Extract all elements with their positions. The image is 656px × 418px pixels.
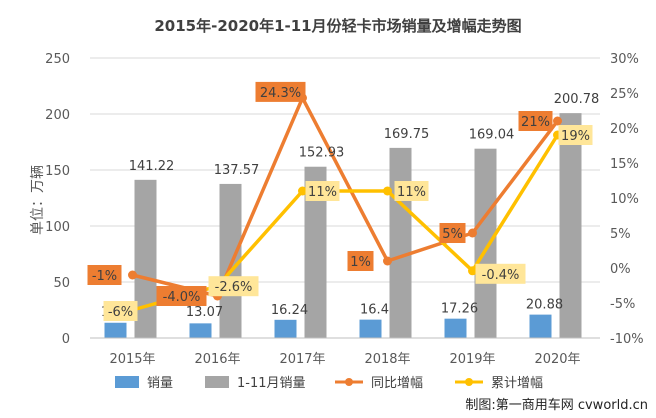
y-tick-label: 0 — [62, 332, 70, 347]
growth-label-bg — [87, 265, 122, 285]
legend-marker — [465, 378, 473, 386]
bar-value-label: 152.93 — [299, 146, 345, 161]
y2-tick-label: 0% — [610, 262, 631, 277]
bar — [104, 322, 127, 338]
cumulative-label-bg — [208, 276, 259, 297]
x-tick-label: 2020年 — [534, 352, 580, 367]
legend-label: 同比增幅 — [371, 376, 423, 391]
cumulative-label-bg — [558, 125, 593, 145]
series-point — [468, 266, 477, 276]
legend-item: 累计增幅 — [455, 376, 543, 391]
y2-tick-label: 20% — [610, 122, 639, 137]
growth-label-bg — [518, 111, 553, 131]
series-point — [553, 116, 562, 126]
bar-value-label: 137.57 — [214, 163, 260, 178]
bar — [389, 147, 412, 338]
series-point — [468, 228, 477, 238]
bar-value-label: 13.07 — [186, 305, 223, 320]
y2-tick-label: -10% — [610, 332, 644, 347]
bar — [189, 323, 212, 338]
bar-value-label: 141.22 — [129, 159, 175, 174]
y2-tick-label: 10% — [610, 192, 639, 207]
y-tick-label: 50 — [53, 276, 70, 291]
chart-credit: 制图:第一商用车网 cvworld.cn — [465, 398, 648, 413]
bar-value-label: 17.26 — [441, 302, 478, 317]
x-axis: 2015年 2016年 2017年 2018年 2019年 2020年 — [90, 337, 600, 367]
legend-swatch — [115, 376, 139, 388]
y2-tick-label: 25% — [610, 87, 639, 102]
cumulative-label: -0.4% — [482, 268, 520, 283]
y-axis-left: 0 50 100 150 200 250 — [45, 52, 70, 347]
growth-label: 1% — [350, 255, 371, 270]
legend-swatch — [205, 376, 229, 388]
chart-title: 2015年-2020年1-11月份轻卡市场销量及增幅走势图 — [154, 17, 521, 35]
bar — [219, 183, 242, 338]
x-tick-label: 2016年 — [194, 352, 240, 367]
growth-label: -1% — [92, 269, 117, 284]
cumulative-label: 11% — [397, 185, 426, 200]
cumulative-label: -2.6% — [215, 280, 253, 295]
bar-value-label: 200.78 — [554, 92, 600, 107]
bar — [474, 148, 497, 338]
legend-label: 销量 — [147, 376, 173, 391]
y2-tick-label: 5% — [610, 227, 631, 242]
y-tick-label: 250 — [45, 52, 70, 67]
legend-label: 累计增幅 — [491, 376, 543, 391]
growth-label-bg — [439, 223, 466, 243]
growth-label-bg — [347, 251, 374, 271]
cumulative-label: -6% — [108, 305, 133, 320]
bar — [274, 319, 297, 338]
bar-value-label: 16.4 — [360, 303, 389, 318]
series-point — [383, 256, 392, 266]
y-tick-label: 200 — [45, 108, 70, 123]
y2-tick-label: -5% — [610, 297, 635, 312]
x-tick-label: 2015年 — [109, 352, 155, 367]
bars — [104, 113, 582, 338]
y2-tick-label: 15% — [610, 157, 639, 172]
bar-value-label: 169.04 — [469, 128, 515, 143]
series-point — [383, 186, 392, 196]
y-tick-label: 150 — [45, 164, 70, 179]
bar — [304, 166, 327, 338]
legend-item: 销量 — [115, 376, 173, 391]
cumulative-label-bg — [305, 181, 340, 201]
x-tick-label: 2018年 — [364, 352, 410, 367]
y-axis-right: -10% -5% 0% 5% 10% 15% 20% 25% 30% — [610, 52, 644, 347]
cumulative-label: 19% — [561, 129, 590, 144]
growth-label: 24.3% — [260, 86, 301, 101]
growth-label: 21% — [521, 115, 550, 130]
legend: 销量 1-11月销量 同比增幅 累计增幅 — [115, 376, 543, 391]
bar — [134, 179, 157, 338]
cumulative-label-bg — [394, 181, 429, 201]
legend-item: 1-11月销量 — [205, 376, 306, 391]
growth-label: -4.0% — [163, 290, 201, 305]
series-point — [298, 186, 307, 196]
cumulative-label-bg — [103, 301, 138, 321]
legend-marker — [345, 378, 353, 386]
growth-label-bg — [156, 286, 207, 306]
bar — [529, 314, 552, 338]
bar — [444, 318, 467, 338]
bar-value-label: 16.24 — [271, 303, 308, 318]
bar-value-label: 169.75 — [384, 127, 430, 142]
cumulative-label: 11% — [308, 185, 337, 200]
bar — [559, 113, 582, 338]
x-tick-label: 2017年 — [279, 352, 325, 367]
cumulative-label-bg — [475, 263, 526, 284]
y-axis-label: 单位：万辆 — [30, 165, 46, 235]
x-tick-label: 2019年 — [449, 352, 495, 367]
series-point — [128, 270, 137, 280]
y2-tick-label: 30% — [610, 52, 639, 67]
data-labels: 13.6113.0716.2416.417.2620.88141.22137.5… — [87, 81, 600, 321]
legend-label: 1-11月销量 — [237, 376, 306, 391]
growth-label: 5% — [442, 227, 463, 242]
legend-item: 同比增幅 — [335, 376, 423, 391]
growth-label-bg — [255, 81, 306, 102]
bar-value-label: 20.88 — [526, 298, 563, 313]
bar — [359, 319, 382, 338]
y-tick-label: 100 — [45, 220, 70, 235]
